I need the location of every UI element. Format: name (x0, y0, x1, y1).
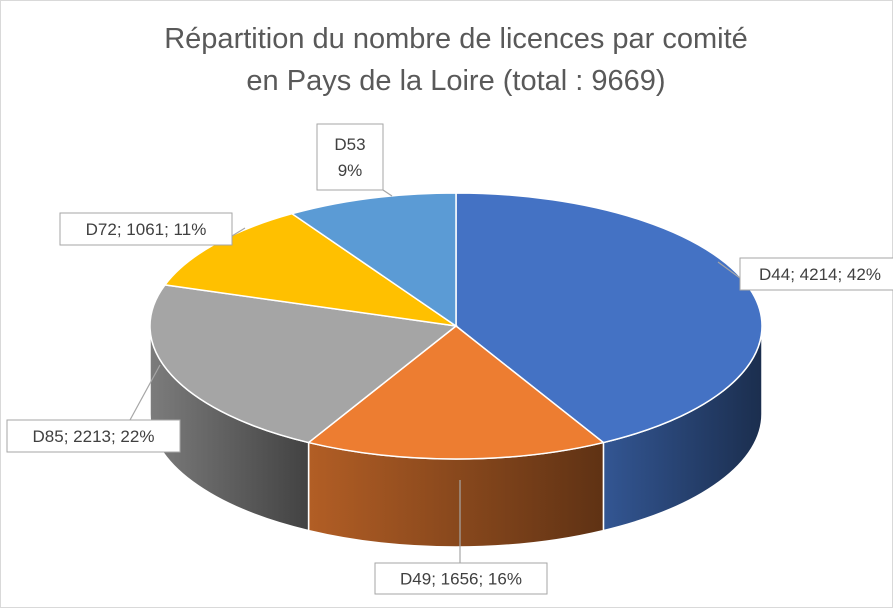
label-box (59, 212, 233, 246)
label-box (316, 123, 384, 191)
leader-line (382, 189, 393, 197)
pie-slice (290, 192, 457, 328)
data-label: D44; 4214; 42% (759, 265, 881, 284)
label-box (374, 562, 548, 595)
data-label: D53 9% (334, 135, 365, 180)
pie-slice (149, 284, 458, 444)
label-box (739, 257, 893, 291)
data-label: D72; 1061; 11% (86, 220, 207, 239)
chart-title: Répartition du nombre de licences par co… (164, 23, 748, 97)
leader-line (129, 364, 161, 421)
top-faces (149, 192, 763, 460)
leader-line (717, 261, 741, 279)
pie-slice (306, 325, 606, 460)
data-label: D85; 2213; 22% (33, 427, 155, 446)
side-walls (149, 325, 763, 548)
data-label: D49; 1656; 16% (400, 570, 522, 589)
pie-slice (455, 192, 763, 444)
leader-line (231, 227, 246, 237)
label-box (6, 419, 181, 453)
